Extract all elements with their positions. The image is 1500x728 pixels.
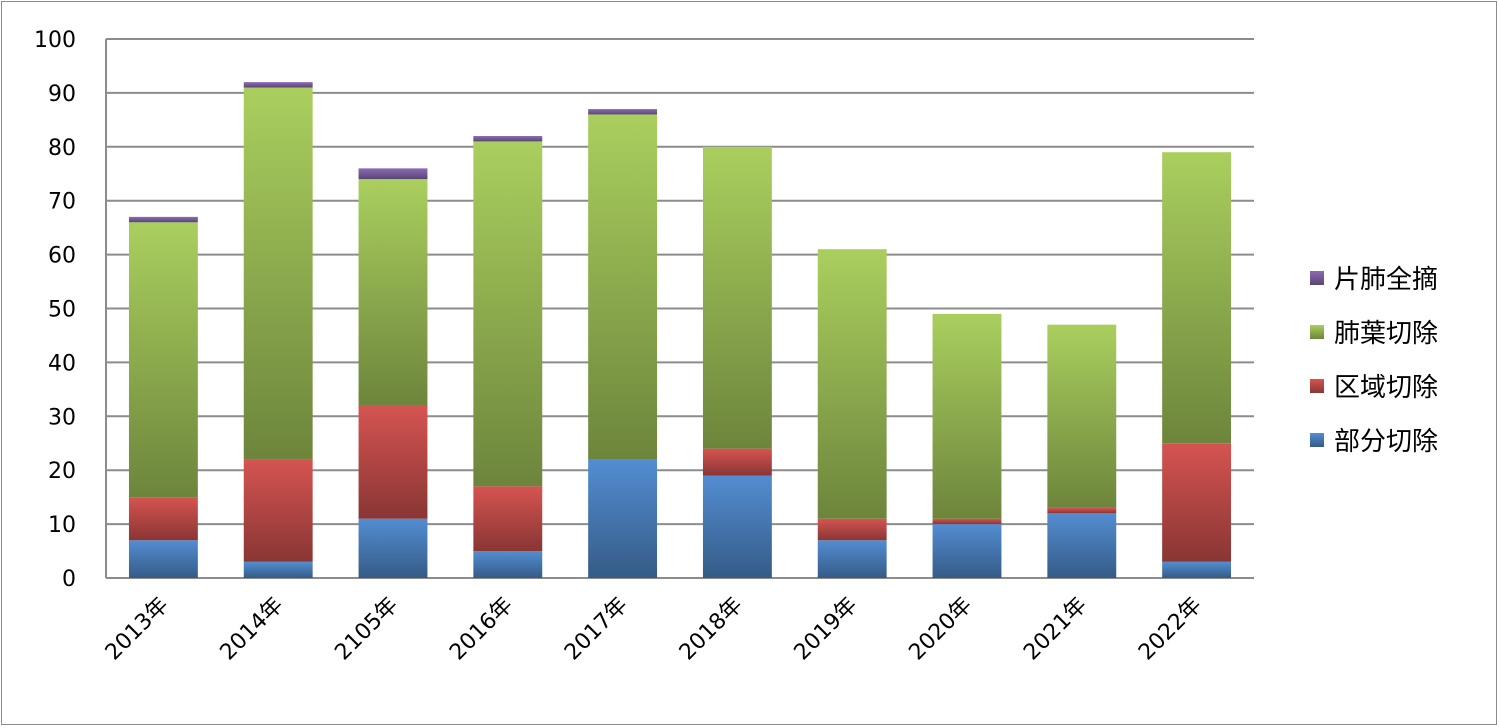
bar-segment: [128, 216, 198, 223]
y-tick-label: 30: [48, 405, 76, 430]
x-tick-label: 2016年: [445, 593, 518, 666]
bar-segment: [588, 459, 658, 578]
bar-segment: [588, 114, 658, 460]
x-tick-label: 2018年: [675, 593, 748, 666]
y-tick-label: 100: [34, 28, 76, 53]
bar-segment: [1162, 561, 1232, 578]
legend-label: 区域切除: [1334, 373, 1438, 403]
y-tick-label: 80: [48, 136, 76, 161]
x-tick-label: 2013年: [101, 593, 174, 666]
x-tick-label: 2014年: [216, 593, 289, 666]
y-tick-label: 40: [48, 351, 76, 376]
bar-segment: [817, 540, 887, 578]
bar-segment: [932, 518, 1002, 525]
bar-segment: [702, 448, 772, 476]
x-tick-label: 2017年: [560, 593, 633, 666]
legend-label: 肺葉切除: [1334, 319, 1438, 349]
bar-segment: [473, 551, 543, 578]
bar-segment: [128, 222, 198, 498]
x-tick-label: 2105年: [330, 593, 403, 666]
bar-segment: [1047, 507, 1117, 514]
legend-swatch: [1310, 325, 1324, 339]
legend-swatch: [1310, 379, 1324, 393]
y-tick-label: 50: [48, 298, 76, 323]
bar-segment: [128, 497, 198, 541]
legend-label: 部分切除: [1334, 427, 1438, 457]
x-tick-label: 2020年: [904, 593, 977, 666]
bar-segment: [243, 459, 313, 562]
bar-segment: [243, 87, 313, 460]
bar-segment: [473, 141, 543, 487]
bar-segment: [817, 518, 887, 541]
bar-segment: [1047, 324, 1117, 508]
bars: [128, 82, 1232, 578]
y-tick-label: 10: [48, 513, 76, 538]
x-axis-tick-labels: 2013年 2014年 2105年 2016年 2017年 2018年 2019年 2020年…: [101, 593, 1207, 666]
y-tick-label: 60: [48, 244, 76, 269]
bar-segment: [243, 82, 313, 88]
bar-segment: [473, 136, 543, 142]
legend-swatch: [1310, 271, 1324, 285]
bar-segment: [473, 486, 543, 552]
bar-segment: [358, 179, 428, 406]
legend-label: 片肺全摘: [1334, 265, 1438, 295]
bar-segment: [932, 313, 1002, 519]
bar-segment: [358, 168, 428, 180]
x-tick-label: 2019年: [790, 593, 863, 666]
bar-segment: [358, 405, 428, 519]
bar-segment: [702, 475, 772, 578]
bar-segment: [128, 540, 198, 578]
bar-segment: [817, 249, 887, 519]
bar-segment: [243, 561, 313, 578]
bar-segment: [932, 524, 1002, 578]
y-axis-tick-labels: 0 10 20 30 40 50 60 70 80 90 100: [34, 28, 76, 592]
legend-swatch: [1310, 433, 1324, 447]
y-tick-label: 0: [62, 567, 76, 592]
bar-segment: [1162, 443, 1232, 562]
y-tick-label: 20: [48, 459, 76, 484]
x-tick-label: 2021年: [1019, 593, 1092, 666]
bar-segment: [588, 109, 658, 115]
bar-segment: [1047, 513, 1117, 578]
bar-segment: [358, 518, 428, 578]
y-tick-label: 90: [48, 82, 76, 107]
y-tick-label: 70: [48, 190, 76, 215]
bar-segment: [702, 146, 772, 449]
x-tick-label: 2022年: [1134, 593, 1207, 666]
bar-segment: [1162, 152, 1232, 444]
